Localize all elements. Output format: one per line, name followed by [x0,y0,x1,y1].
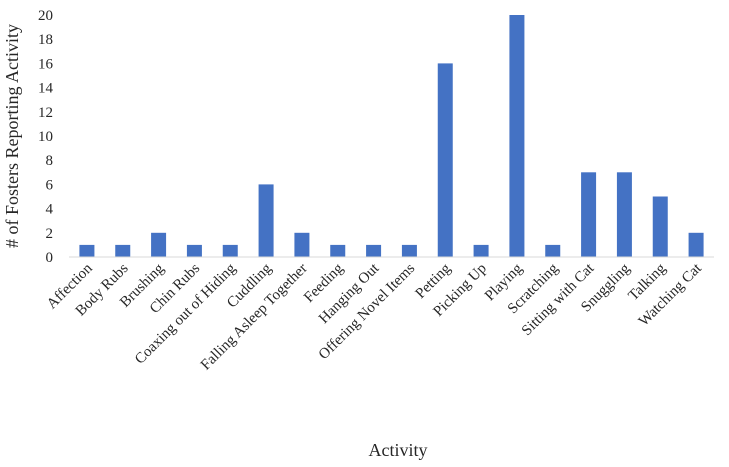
y-tick-label: 20 [38,8,53,24]
bar [616,172,632,257]
bar [258,184,274,257]
y-tick-label: 10 [38,129,53,145]
bar [366,244,382,257]
bar [652,196,668,257]
bar [581,172,597,257]
x-axis-title: Activity [369,440,428,460]
bars [79,15,704,258]
bar [294,232,310,257]
y-tick-label: 6 [46,177,54,193]
y-tick-label: 18 [38,32,53,48]
bar [222,244,238,257]
y-tick-label: 12 [38,105,53,121]
y-axis-ticks: 0 2 4 6 8 10 12 14 16 18 20 [38,8,54,266]
bar [509,15,525,257]
bar [545,244,561,257]
y-tick-label: 4 [46,202,54,218]
bar [330,244,346,257]
y-tick-label: 16 [38,56,54,72]
y-tick-label: 2 [46,226,54,242]
y-axis-title: # of Fosters Reporting Activity [2,24,22,248]
bar [151,232,167,257]
bar [79,244,95,257]
y-tick-label: 0 [46,250,54,266]
bar [688,232,704,257]
bar [437,63,453,258]
y-tick-label: 14 [38,81,54,97]
x-tick-label: Watching Cat [636,260,706,330]
bar [186,244,202,257]
y-tick-label: 8 [46,153,54,169]
bar [115,244,131,257]
bar [473,244,489,257]
bar [401,244,417,257]
